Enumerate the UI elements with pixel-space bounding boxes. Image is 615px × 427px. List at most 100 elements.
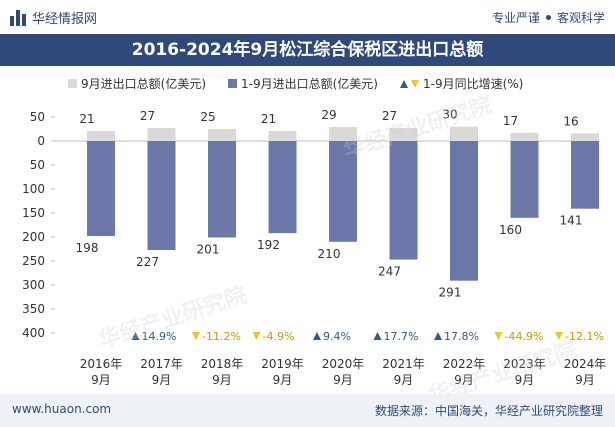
monthly-value-label: 25 <box>200 110 215 124</box>
growth-value-label: 17.8% <box>444 330 479 343</box>
x-tick-label: 2017年 <box>140 357 183 371</box>
cumulative-value-label: 160 <box>499 223 522 237</box>
cumulative-value-label: 141 <box>560 214 583 228</box>
y-tick-label: 400 <box>22 326 45 340</box>
y-tick-label: 50 <box>30 110 45 124</box>
growth-value-label: -11.2% <box>202 330 241 343</box>
monthly-bar <box>147 128 176 141</box>
chart: 9月进出口总额(亿美元) 1-9月进出口总额(亿美元) 1-9月同比增速(%) 50 0… <box>22 76 607 387</box>
x-tick-label: 2019年 <box>261 357 304 371</box>
x-tick-label: 2023年 <box>503 357 546 371</box>
y-tick-label: 250 <box>22 254 45 268</box>
x-tick-label: 2020年 <box>322 357 365 371</box>
growth-up-triangle-icon <box>313 332 321 340</box>
growth-value-label: 14.9% <box>142 330 177 343</box>
legend-label-2: 1-9月进出口总额(亿美元) <box>241 76 378 91</box>
monthly-value-label: 30 <box>442 108 457 122</box>
monthly-value-label: 21 <box>261 112 276 126</box>
cumulative-value-label: 291 <box>439 286 462 300</box>
top-bar: 华经情报网 专业严谨 客观科学 <box>0 0 615 34</box>
cumulative-bar <box>147 141 176 250</box>
monthly-bar <box>510 132 539 141</box>
x-tick-label: 9月 <box>91 373 111 387</box>
growth-value-label: -44.9% <box>505 330 544 343</box>
cumulative-value-label: 247 <box>378 265 401 279</box>
growth-value-label: 9.4% <box>323 330 351 343</box>
brand-name: 华经情报网 <box>32 12 98 27</box>
x-tick-label: 9月 <box>575 373 595 387</box>
cumulative-bar <box>450 141 478 281</box>
cumulative-bar <box>510 141 539 218</box>
growth-value-label: 17.7% <box>384 330 419 343</box>
cumulative-bar <box>268 141 297 234</box>
monthly-value-label: 27 <box>140 109 155 123</box>
cumulative-bar <box>571 141 599 209</box>
monthly-value-label: 21 <box>79 112 94 126</box>
growth-down-triangle-icon <box>555 332 563 340</box>
cumulative-bar <box>87 141 115 237</box>
growth-down-triangle-icon <box>494 332 503 340</box>
x-tick-label: 9月 <box>515 373 535 387</box>
monthly-bar <box>329 127 357 141</box>
cumulative-value-label: 198 <box>76 241 99 255</box>
y-tick-label: 350 <box>22 302 45 316</box>
growth-up-triangle-icon <box>131 332 140 340</box>
x-tick-label: 9月 <box>273 373 293 387</box>
legend-label-1: 9月进出口总额(亿美元) <box>81 76 206 91</box>
cumulative-value-label: 201 <box>197 242 220 256</box>
monthly-value-label: 17 <box>503 114 518 128</box>
y-tick-label: 0 <box>37 134 45 148</box>
chart-title: 2016-2024年9月松江综合保税区进出口总额 <box>0 34 615 66</box>
y-tick-label: 150 <box>22 206 45 220</box>
legend-swatch-1 <box>68 79 77 88</box>
x-tick-label: 9月 <box>152 373 172 387</box>
monthly-value-label: 29 <box>321 108 336 122</box>
growth-down-triangle-icon <box>192 332 200 340</box>
x-tick-label: 9月 <box>394 373 414 387</box>
monthly-value-label: 27 <box>382 109 397 123</box>
x-tick-label: 2024年 <box>564 357 607 371</box>
x-tick-label: 9月 <box>454 373 474 387</box>
website-link[interactable]: www.huaon.com <box>12 402 112 416</box>
growth-down-triangle-icon <box>252 332 261 340</box>
x-tick-label: 9月 <box>212 373 232 387</box>
monthly-bar <box>268 130 297 141</box>
legend-swatch-2 <box>228 79 237 88</box>
footer: www.huaon.com 数据来源：中国海关，华经产业研究院整理 <box>0 394 615 427</box>
legend-label-3: 1-9月同比增速(%) <box>423 77 523 91</box>
monthly-bar <box>208 129 236 141</box>
cumulative-bar <box>208 141 236 238</box>
y-tick-label: 100 <box>22 182 45 196</box>
data-source: 数据来源：中国海关，华经产业研究院整理 <box>374 404 603 418</box>
monthly-bar <box>571 133 599 141</box>
cumulative-value-label: 192 <box>257 238 280 252</box>
tagline-right: 客观科学 <box>556 11 605 25</box>
legend-down-triangle-icon <box>411 80 419 88</box>
x-tick-label: 9月 <box>333 373 353 387</box>
x-tick-label: 2016年 <box>80 357 123 371</box>
cumulative-bar <box>329 141 357 242</box>
cumulative-bar <box>389 141 418 260</box>
monthly-bar <box>450 126 478 141</box>
growth-value-label: -4.9% <box>263 330 295 343</box>
x-tick-label: 2022年 <box>443 357 486 371</box>
x-tick-label: 2018年 <box>201 357 244 371</box>
cumulative-value-label: 227 <box>136 255 159 269</box>
tagline: 专业严谨 客观科学 <box>492 9 605 26</box>
y-tick-label: 50 <box>30 158 45 172</box>
x-tick-label: 2021年 <box>382 357 425 371</box>
brand-logo-icon <box>10 9 26 26</box>
cumulative-value-label: 210 <box>318 247 341 261</box>
y-tick-label: 300 <box>22 278 45 292</box>
dot-icon <box>545 15 551 20</box>
monthly-bar <box>389 128 418 141</box>
legend-up-triangle-icon <box>400 80 408 88</box>
monthly-bar <box>87 130 115 141</box>
y-tick-label: 200 <box>22 230 45 244</box>
brand: 华经情报网 <box>10 8 97 27</box>
monthly-value-label: 16 <box>563 114 578 128</box>
growth-up-triangle-icon <box>434 332 442 340</box>
tagline-left: 专业严谨 <box>491 11 540 25</box>
growth-up-triangle-icon <box>373 332 382 340</box>
growth-value-label: -12.1% <box>565 330 604 343</box>
